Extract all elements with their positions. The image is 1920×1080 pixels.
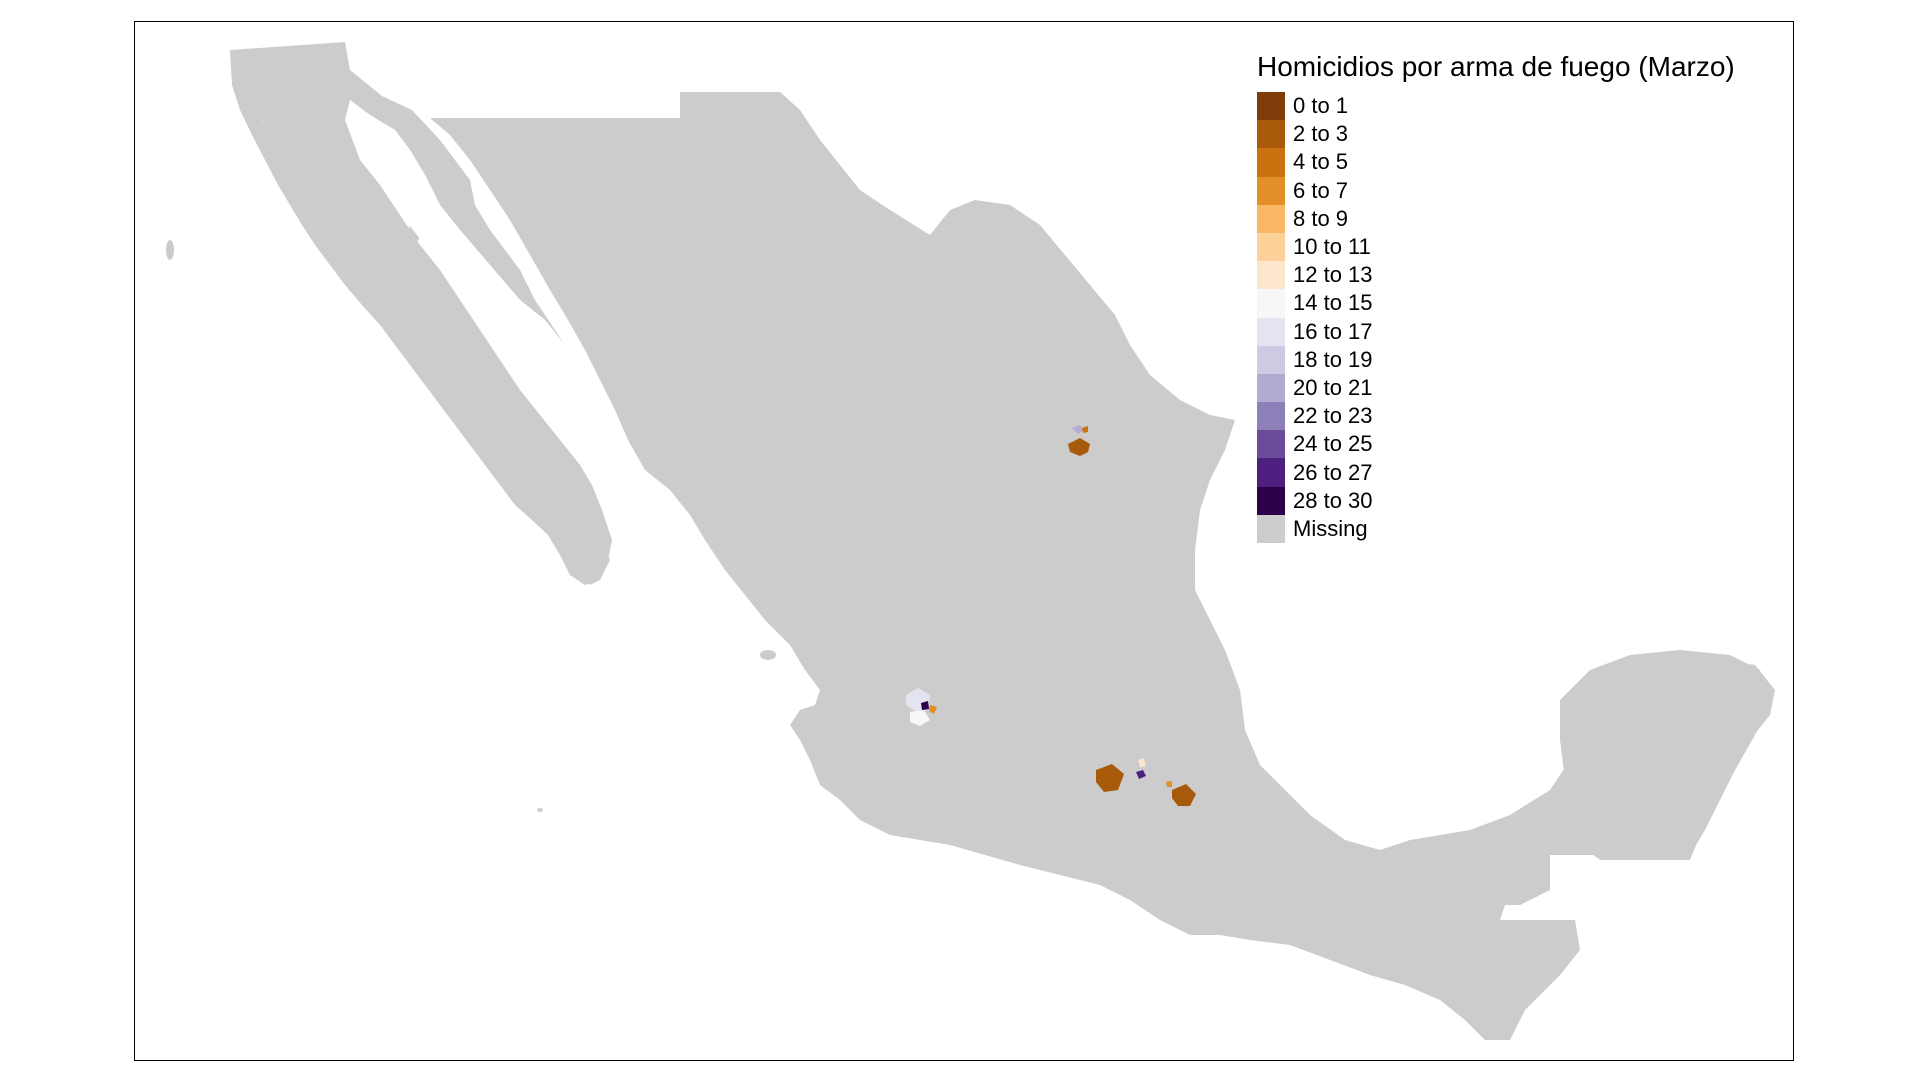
municipality-toluca	[1096, 764, 1124, 792]
legend-item: 4 to 5	[1257, 148, 1777, 177]
legend-swatch	[1257, 486, 1285, 515]
baja-california	[230, 50, 610, 585]
legend: Homicidios por arma de fuego (Marzo) 0 t…	[1257, 50, 1777, 543]
legend-label: 20 to 21	[1293, 374, 1373, 400]
legend-label: 0 to 1	[1293, 93, 1349, 119]
municipality-cdmx-b	[1138, 758, 1146, 767]
legend-label: 8 to 9	[1293, 205, 1349, 231]
legend-swatch	[1257, 345, 1285, 374]
legend-label: 4 to 5	[1293, 149, 1349, 175]
legend-item: 2 to 3	[1257, 120, 1777, 149]
legend-swatch	[1257, 430, 1285, 459]
legend-swatch	[1257, 514, 1285, 543]
yucatan-peninsula	[1560, 650, 1770, 860]
legend-swatch	[1257, 92, 1285, 121]
municipality-guadalajara-d	[929, 705, 937, 714]
legend-swatch	[1257, 373, 1285, 403]
legend-swatch	[1257, 289, 1285, 318]
legend-swatch	[1257, 317, 1285, 346]
legend-item: 24 to 25	[1257, 430, 1777, 459]
legend-item: 16 to 17	[1257, 317, 1777, 346]
legend-swatch	[1257, 148, 1285, 177]
legend-swatch	[1257, 261, 1285, 290]
legend-swatch	[1257, 458, 1285, 487]
legend-item: Missing	[1257, 514, 1777, 543]
legend-item: 0 to 1	[1257, 92, 1777, 121]
legend-item: 28 to 30	[1257, 486, 1777, 515]
gulf-of-california	[350, 100, 655, 500]
legend-item: 10 to 11	[1257, 232, 1777, 262]
legend-label: 28 to 30	[1293, 487, 1373, 513]
legend-item: 20 to 21	[1257, 373, 1777, 403]
legend-swatch	[1257, 204, 1285, 233]
mexico-landmass	[166, 42, 1775, 1040]
legend-swatch	[1257, 120, 1285, 149]
municipality-polygons	[906, 425, 1196, 806]
legend-item: 26 to 27	[1257, 458, 1777, 487]
legend-label: 24 to 25	[1293, 431, 1373, 457]
legend-swatch	[1257, 232, 1285, 262]
municipality-monterrey-a	[1068, 438, 1090, 456]
legend-item: 6 to 7	[1257, 176, 1777, 205]
legend-label: 12 to 13	[1293, 262, 1373, 288]
legend-label: 26 to 27	[1293, 459, 1373, 485]
legend-label: 22 to 23	[1293, 403, 1373, 429]
legend-item: 14 to 15	[1257, 289, 1777, 318]
legend-label: 2 to 3	[1293, 121, 1349, 147]
municipality-monterrey-b	[1072, 425, 1084, 434]
municipality-guadalajara-c	[921, 701, 929, 710]
municipality-puebla-b	[1166, 781, 1172, 787]
legend-item: 12 to 13	[1257, 261, 1777, 290]
legend-label: Missing	[1293, 515, 1368, 541]
legend-label: 16 to 17	[1293, 318, 1373, 344]
island-small-2	[824, 707, 836, 713]
legend-swatch	[1257, 402, 1285, 431]
island-revillagigedo	[760, 650, 776, 660]
municipality-monterrey-c	[1082, 426, 1088, 433]
legend-item: 22 to 23	[1257, 402, 1777, 431]
island-guadalupe	[166, 240, 174, 260]
legend-label: 18 to 19	[1293, 346, 1373, 372]
legend-label: 6 to 7	[1293, 177, 1349, 203]
municipality-guadalajara-b	[910, 710, 930, 726]
legend-title: Homicidios por arma de fuego (Marzo)	[1257, 51, 1735, 82]
municipality-puebla-a	[1172, 784, 1196, 806]
legend-label: 14 to 15	[1293, 290, 1373, 316]
legend-item: 8 to 9	[1257, 204, 1777, 233]
municipality-cdmx-a	[1136, 770, 1146, 779]
mexico-mainland	[230, 42, 1775, 1040]
legend-label: 10 to 11	[1293, 234, 1371, 260]
legend-item: 18 to 19	[1257, 345, 1777, 374]
island-small-1	[537, 808, 543, 812]
legend-swatch	[1257, 176, 1285, 205]
